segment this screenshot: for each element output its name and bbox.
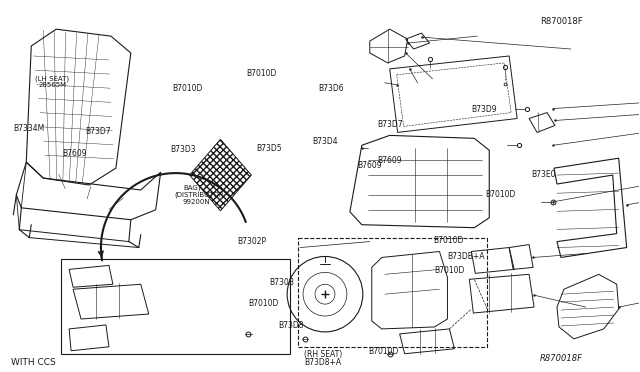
Text: WITH CCS: WITH CCS	[11, 358, 56, 367]
Text: B7010D: B7010D	[433, 236, 464, 245]
Text: B73D8+A: B73D8+A	[304, 358, 341, 367]
Text: B73D3: B73D3	[170, 145, 196, 154]
Polygon shape	[189, 140, 252, 211]
Text: B7010D: B7010D	[172, 84, 202, 93]
Text: B73DB+A: B73DB+A	[447, 252, 485, 261]
Text: B73D4: B73D4	[312, 137, 338, 146]
Text: B7010D: B7010D	[486, 190, 516, 199]
Text: BAG): BAG)	[183, 185, 200, 191]
Text: B7010D: B7010D	[246, 68, 277, 78]
Text: B7302P: B7302P	[237, 237, 266, 246]
Bar	[61, 259, 290, 354]
Text: B7010D: B7010D	[435, 266, 465, 276]
Bar	[298, 238, 487, 347]
Text: (RH SEAT): (RH SEAT)	[304, 350, 342, 359]
Text: B73D6: B73D6	[319, 84, 344, 93]
Text: B73E0: B73E0	[532, 170, 556, 180]
Text: 99200N: 99200N	[183, 199, 211, 205]
Text: B7010D: B7010D	[248, 299, 279, 308]
Text: B7609: B7609	[378, 157, 402, 166]
Text: B73D9: B73D9	[472, 105, 497, 114]
Text: B7609: B7609	[62, 149, 86, 158]
Text: (DISTRIBUTOR: (DISTRIBUTOR	[175, 192, 225, 198]
Text: R870018F: R870018F	[540, 17, 582, 26]
Text: B73D5: B73D5	[256, 144, 282, 153]
Text: B73D8: B73D8	[278, 321, 304, 330]
Text: B73D7: B73D7	[86, 127, 111, 136]
Text: 28565M: 28565M	[38, 82, 67, 88]
Text: B73D7: B73D7	[378, 120, 403, 129]
Text: B7334M: B7334M	[13, 124, 44, 133]
Text: B730B: B730B	[269, 278, 294, 286]
Text: (LH SEAT): (LH SEAT)	[35, 75, 68, 82]
Text: B7609: B7609	[357, 161, 381, 170]
Text: B7010D: B7010D	[368, 347, 398, 356]
Text: R870018F: R870018F	[540, 354, 583, 363]
